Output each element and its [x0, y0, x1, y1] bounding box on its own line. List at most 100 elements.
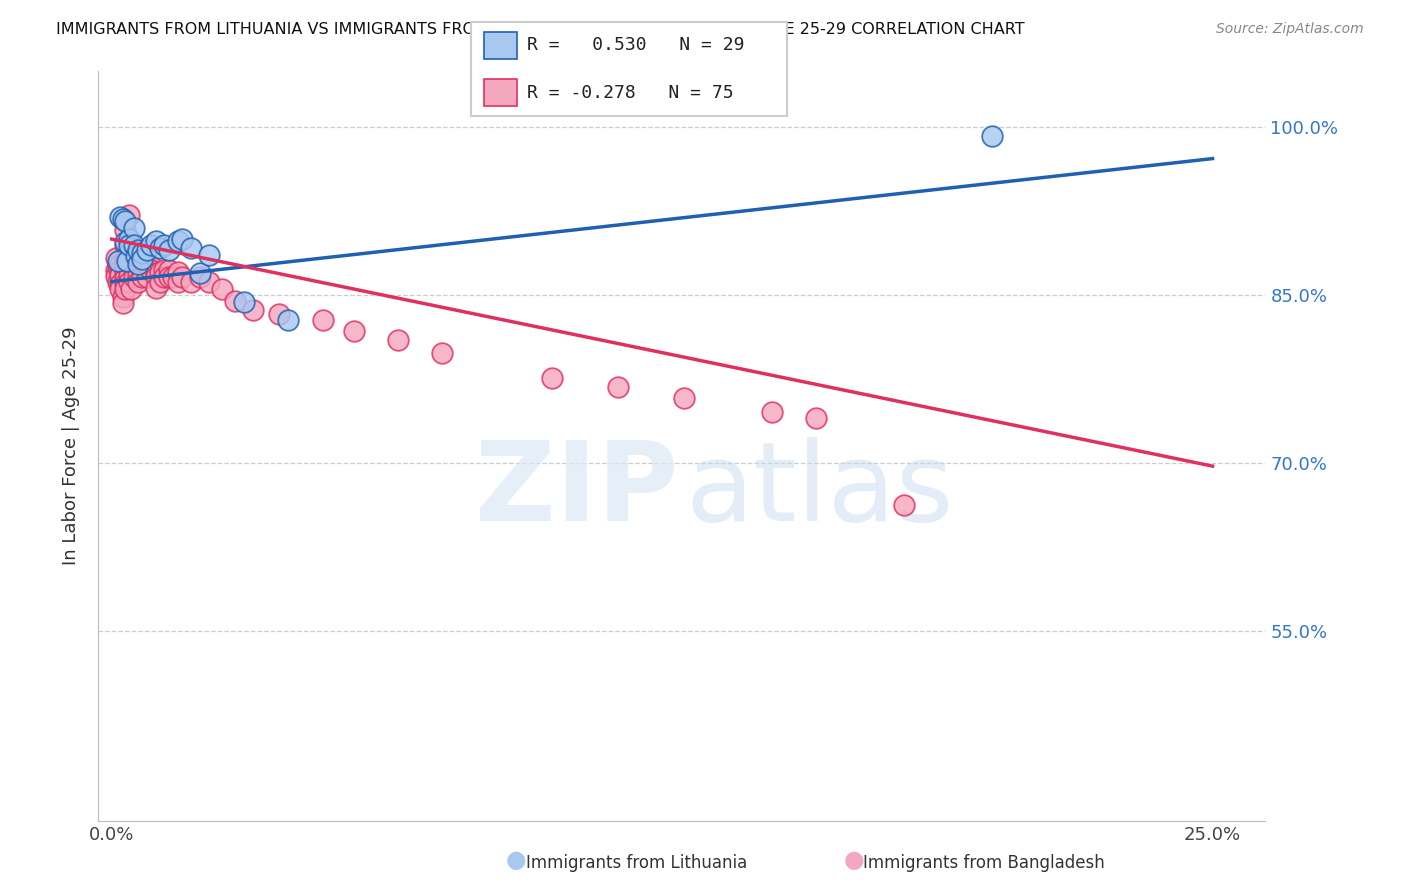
Point	[172, 232, 194, 246]
Point	[122, 252, 145, 267]
Point	[105, 251, 128, 265]
Point	[607, 380, 630, 394]
Point	[197, 248, 219, 262]
Point	[145, 235, 167, 249]
Point	[127, 244, 149, 258]
Point	[110, 282, 132, 296]
Point	[149, 275, 172, 289]
Point	[131, 245, 153, 260]
Point	[145, 270, 167, 285]
Point	[111, 296, 134, 310]
Point	[277, 312, 299, 326]
Point	[166, 275, 188, 289]
Point	[114, 266, 136, 280]
Point	[114, 271, 136, 285]
Point	[761, 405, 783, 419]
Point	[105, 268, 128, 283]
Point	[125, 249, 148, 263]
Point	[118, 257, 141, 271]
Point	[114, 237, 136, 252]
Point	[110, 210, 132, 224]
Point	[111, 211, 134, 226]
Point	[149, 241, 172, 255]
Point	[387, 333, 409, 347]
Point	[114, 214, 136, 228]
Point	[162, 270, 184, 285]
Text: IMMIGRANTS FROM LITHUANIA VS IMMIGRANTS FROM BANGLADESH IN LABOR FORCE | AGE 25-: IMMIGRANTS FROM LITHUANIA VS IMMIGRANTS …	[56, 22, 1025, 38]
Point	[166, 235, 188, 249]
Point	[188, 270, 211, 285]
Point	[122, 270, 145, 285]
Point	[110, 277, 132, 291]
Point	[131, 270, 153, 285]
Point	[114, 277, 136, 291]
Point	[242, 302, 264, 317]
Point	[107, 275, 129, 289]
Point	[197, 275, 219, 289]
Point	[118, 263, 141, 277]
Point	[157, 244, 180, 258]
Point	[111, 290, 134, 304]
Text: Immigrants from Lithuania: Immigrants from Lithuania	[526, 855, 747, 872]
Point	[114, 254, 136, 268]
Point	[153, 263, 176, 277]
Point	[141, 259, 163, 273]
Point	[135, 244, 157, 258]
Point	[131, 252, 153, 267]
Point	[115, 254, 138, 268]
Point	[118, 237, 141, 252]
Point	[141, 263, 163, 277]
Point	[145, 266, 167, 280]
Text: Immigrants from Bangladesh: Immigrants from Bangladesh	[863, 855, 1105, 872]
Point	[981, 129, 1004, 144]
Point	[153, 270, 176, 285]
Point	[157, 270, 180, 285]
Point	[127, 245, 149, 260]
Point	[149, 264, 172, 278]
Point	[118, 232, 141, 246]
Point	[114, 223, 136, 237]
Point	[118, 275, 141, 289]
Point	[224, 293, 246, 308]
Text: atlas: atlas	[685, 437, 953, 544]
Point	[135, 263, 157, 277]
Point	[430, 346, 453, 360]
Point	[131, 252, 153, 267]
Point	[131, 263, 153, 277]
Point	[127, 257, 149, 271]
Point	[135, 270, 157, 285]
Point	[153, 237, 176, 252]
Point	[211, 282, 233, 296]
Point	[107, 260, 129, 274]
Point	[172, 270, 194, 285]
Text: ●: ●	[506, 848, 527, 872]
Point	[131, 259, 153, 273]
Point	[105, 263, 128, 277]
Text: ●: ●	[844, 848, 865, 872]
Point	[118, 207, 141, 221]
Text: Source: ZipAtlas.com: Source: ZipAtlas.com	[1216, 22, 1364, 37]
Point	[114, 260, 136, 274]
Point	[145, 281, 167, 295]
Point	[127, 257, 149, 271]
Point	[188, 266, 211, 280]
Point	[110, 263, 132, 277]
Text: R =   0.530   N = 29: R = 0.530 N = 29	[527, 36, 745, 54]
Point	[127, 263, 149, 277]
Point	[232, 294, 254, 309]
Point	[180, 241, 202, 255]
Point	[122, 241, 145, 255]
Point	[122, 237, 145, 252]
Point	[166, 264, 188, 278]
Point	[806, 411, 828, 425]
Point	[110, 257, 132, 271]
Point	[343, 324, 366, 338]
Point	[107, 254, 129, 268]
Point	[120, 282, 142, 296]
Point	[122, 221, 145, 235]
Point	[118, 268, 141, 282]
Point	[157, 263, 180, 277]
Point	[673, 391, 696, 405]
Point	[180, 275, 202, 289]
Point	[541, 371, 564, 385]
